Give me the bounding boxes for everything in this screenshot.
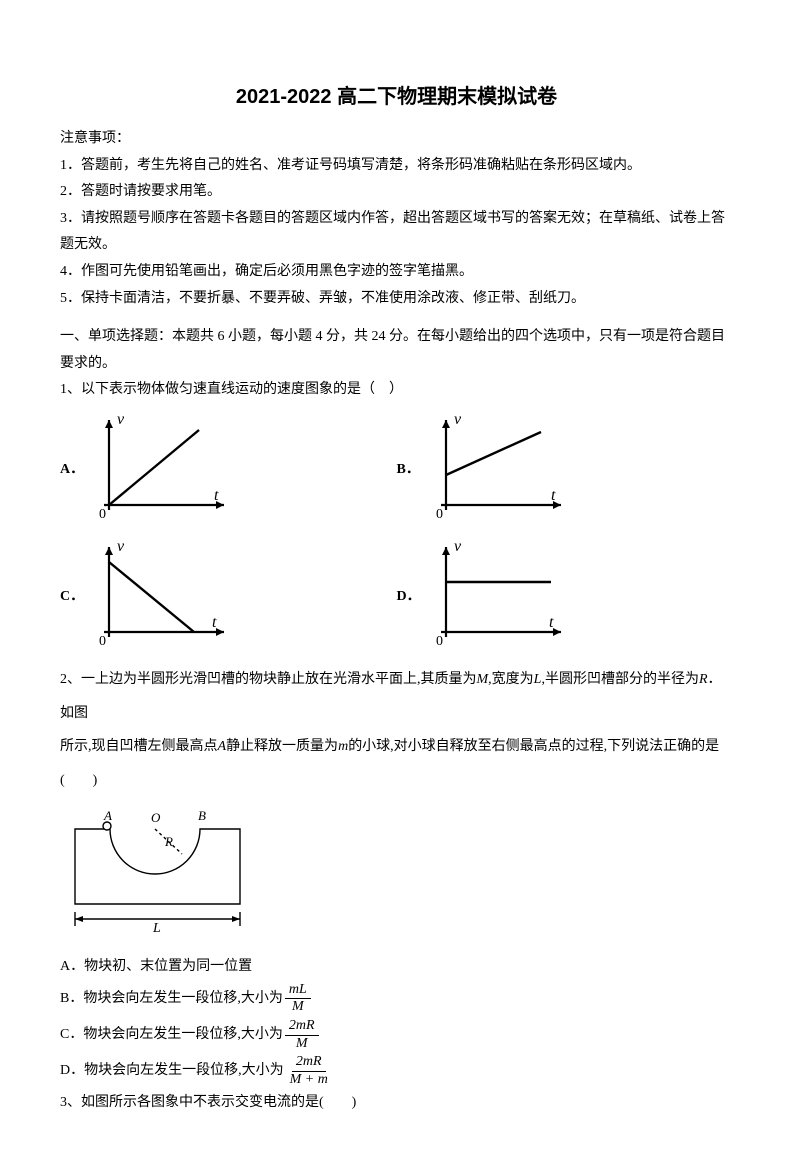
q1-opt-c-label: C． — [60, 584, 84, 611]
q2-m: m — [338, 739, 348, 754]
q3-stem: 3、如图所示各图象中不表示交变电流的是( ) — [60, 1090, 733, 1117]
svg-text:0: 0 — [99, 634, 106, 647]
diag-L: L — [152, 921, 161, 934]
q2-opt-d: D．物块会向左发生一段位移,大小为 2mR M + m — [60, 1053, 733, 1089]
q2-opt-d-frac: 2mR M + m — [286, 1054, 332, 1089]
q2-line2a: 所示,现自凹槽左侧最高点 — [60, 739, 218, 754]
q1-chart-d: 0 v t — [421, 537, 571, 658]
exam-page: 2021-2022 高二下物理期末模拟试卷 注意事项： 1．答题前，考生先将自己… — [0, 0, 793, 1156]
frac-den: M — [288, 999, 308, 1016]
frac-den: M — [292, 1036, 312, 1053]
notice-3: 3．请按照题号顺序在答题卡各题目的答题区域内作答，超出答题区域书写的答案无效；在… — [60, 206, 733, 259]
q2-M: M — [477, 672, 489, 687]
q2-opt-c-pre: C．物块会向左发生一段位移,大小为 — [60, 1017, 283, 1053]
frac-num: 2mR — [285, 1018, 319, 1036]
q2-stem-line2: 所示,现自凹槽左侧最高点A静止释放一质量为m的小球,对小球自释放至右侧最高点的过… — [60, 730, 733, 797]
axis-origin: 0 — [99, 507, 106, 520]
page-title: 2021-2022 高二下物理期末模拟试卷 — [60, 78, 733, 116]
svg-text:t: t — [551, 487, 556, 504]
q2-stem-a: 2、一上边为半圆形光滑凹槽的物块静止放在光滑水平面上,其质量为 — [60, 672, 477, 687]
diag-R: R — [164, 834, 173, 849]
q1-opt-d-label: D． — [397, 584, 421, 611]
notice-header: 注意事项： — [60, 126, 733, 153]
q2-opt-c-frac: 2mR M — [285, 1018, 319, 1053]
q2-opt-b-pre: B．物块会向左发生一段位移,大小为 — [60, 981, 283, 1017]
q1-chart-b: 0 v t — [421, 410, 571, 531]
notice-5: 5．保持卡面清洁，不要折暴、不要弄破、弄皱，不准使用涂改液、修正带、刮纸刀。 — [60, 286, 733, 313]
svg-text:v: v — [454, 411, 462, 428]
section1-header: 一、单项选择题：本题共 6 小题，每小题 4 分，共 24 分。在每小题给出的四… — [60, 324, 733, 377]
q1-opt-a-label: A． — [60, 457, 84, 484]
q1-chart-c: 0 v t — [84, 537, 234, 658]
svg-text:t: t — [212, 614, 217, 631]
q2-opt-a: A．物块初、末位置为同一位置 — [60, 954, 733, 981]
q2-opt-c: C．物块会向左发生一段位移,大小为 2mR M — [60, 1017, 733, 1053]
q2-opt-d-pre: D．物块会向左发生一段位移,大小为 — [60, 1053, 284, 1089]
notice-4: 4．作图可先使用铅笔画出，确定后必须用黑色字迹的签字笔描黑。 — [60, 259, 733, 286]
q2-stem-b: ,宽度为 — [488, 672, 534, 687]
q2-opt-b-frac: mL M — [285, 982, 311, 1017]
frac-num: mL — [285, 982, 311, 1000]
q2-Aletter: A — [218, 739, 227, 754]
q1-opt-b-label: B． — [397, 457, 421, 484]
q2-stem: 2、一上边为半圆形光滑凹槽的物块静止放在光滑水平面上,其质量为M,宽度为L,半圆… — [60, 663, 733, 730]
svg-text:v: v — [117, 538, 125, 555]
diag-A: A — [103, 808, 112, 823]
svg-text:v: v — [454, 538, 462, 555]
svg-text:0: 0 — [436, 634, 443, 647]
q1-row-1: A． 0 v t B． — [60, 410, 733, 531]
q2-stem-c: ,半圆形凹槽部分的半径为 — [541, 672, 699, 687]
notice-1: 1．答题前，考生先将自己的姓名、准考证号码填写清楚，将条形码准确粘贴在条形码区域… — [60, 153, 733, 180]
axis-t: t — [214, 487, 219, 504]
svg-text:t: t — [549, 614, 554, 631]
q1-chart-a: 0 v t — [84, 410, 234, 531]
q2-line2b: 静止释放一质量为 — [226, 739, 338, 754]
notice-2: 2．答题时请按要求用笔。 — [60, 179, 733, 206]
q2-opt-b: B．物块会向左发生一段位移,大小为 mL M — [60, 981, 733, 1017]
diag-B: B — [198, 808, 206, 823]
frac-den: M + m — [286, 1072, 332, 1089]
frac-num: 2mR — [292, 1054, 326, 1072]
svg-text:0: 0 — [436, 507, 443, 520]
axis-v: v — [117, 411, 125, 428]
q2-diagram: A O B R L — [60, 804, 733, 945]
q1-stem: 1、以下表示物体做匀速直线运动的速度图象的是（ ） — [60, 377, 733, 404]
q1-row-2: C． 0 v t D． — [60, 537, 733, 658]
q2-R: R — [699, 672, 708, 687]
diag-O: O — [151, 810, 161, 825]
